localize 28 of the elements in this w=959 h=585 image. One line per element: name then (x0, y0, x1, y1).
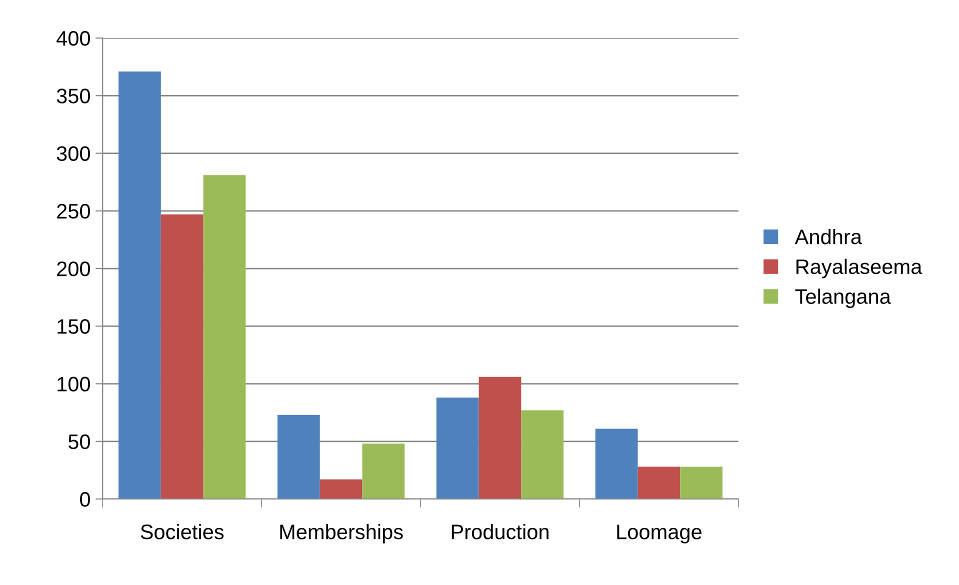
x-tick-label: Production (452, 524, 548, 540)
legend-label: Rayalaseema (796, 258, 922, 278)
y-tick-label: 250 (57, 204, 90, 219)
y-tick-label: 0 (80, 492, 90, 507)
y-tick-label: 200 (57, 262, 90, 276)
bar (638, 466, 680, 500)
y-tick-label: 350 (56, 88, 90, 104)
bar (595, 428, 638, 500)
bar (160, 214, 204, 500)
x-tick-label: Memberships (280, 524, 403, 544)
y-tick-label: 100 (58, 376, 90, 392)
bar (203, 175, 246, 500)
bar (320, 479, 362, 500)
x-tick-label: Loomage (617, 524, 702, 544)
y-tick-label: 50 (68, 434, 90, 450)
bar (478, 376, 522, 500)
legend-label: Telangana (795, 288, 891, 308)
bar (362, 444, 405, 500)
bar (521, 410, 564, 500)
y-tick-label: 300 (56, 146, 90, 162)
bar (118, 71, 161, 500)
legend-label: Andhra (794, 228, 862, 244)
bar (680, 466, 723, 500)
x-tick-label: Societies (140, 524, 224, 540)
bar (277, 414, 320, 500)
y-tick-label: 400 (56, 31, 90, 46)
bar (436, 398, 479, 500)
y-tick-label: 150 (58, 319, 90, 334)
